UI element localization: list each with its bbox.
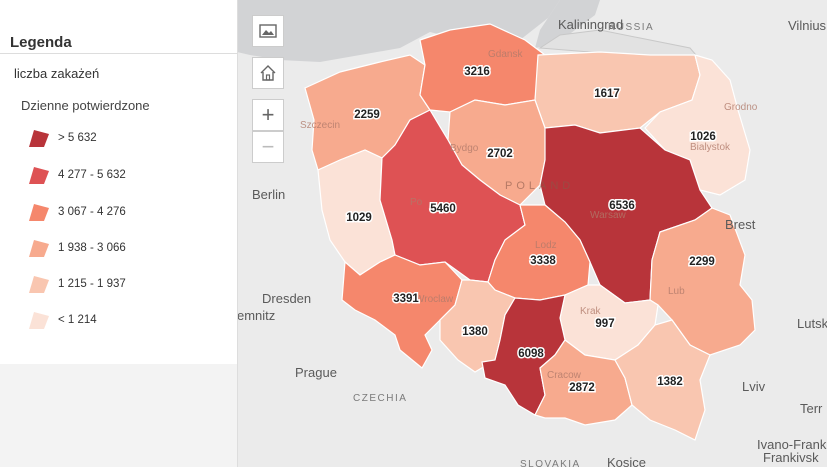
city-label: emnitz (237, 308, 275, 323)
region-value-label: 1029 (346, 212, 372, 224)
legend-class-label: 1 938 - 3 066 (58, 242, 126, 254)
legend-layer-name: liczba zakażeń (14, 66, 100, 81)
home-button[interactable] (252, 57, 284, 89)
legend-class-row: 1 215 - 1 937 (28, 273, 126, 295)
legend-panel: Legenda liczba zakażeń Dzienne potwierdz… (0, 0, 238, 364)
ghost-city-label: Lub (668, 286, 685, 297)
legend-swatch (29, 276, 49, 293)
region-value-label: 2299 (689, 256, 715, 268)
city-label: Kosice (607, 455, 646, 467)
region-value-label: 6098 (518, 348, 544, 360)
city-label: Ivano-Frankivsk (757, 437, 827, 452)
baltic-sea (237, 0, 560, 62)
region-podkarpackie[interactable] (614, 319, 711, 441)
city-label: Prague (295, 365, 337, 380)
region-value-label: 2872 (569, 382, 595, 394)
region-malopolskie[interactable] (534, 339, 633, 426)
region-value-label: 1617 (594, 88, 620, 100)
legend-class-row: < 1 214 (28, 309, 97, 331)
region-dolnoslaskie[interactable] (341, 254, 463, 369)
region-value-label: 1382 (657, 376, 683, 388)
zoom-in-button[interactable]: + (252, 99, 284, 131)
legend-class-row: > 5 632 (28, 127, 97, 149)
ghost-city-label: Cracow (547, 370, 582, 381)
legend-swatch (29, 130, 49, 147)
region-value-label: 997 (595, 318, 614, 330)
legend-class-label: 3 067 - 4 276 (58, 206, 126, 218)
zoom-out-button[interactable]: − (252, 131, 284, 163)
city-label: Brest (725, 217, 756, 232)
legend-class-row: 1 938 - 3 066 (28, 237, 126, 259)
image-icon (259, 24, 277, 38)
region-value-label: 2702 (487, 148, 513, 160)
country-label: SLOVAKIA (520, 459, 581, 467)
ghost-city-label: Krak (580, 306, 602, 317)
legend-swatch (29, 167, 49, 184)
city-label: Dresden (262, 291, 311, 306)
ghost-city-label: Bydgo (450, 143, 479, 154)
country-label: POLAND (505, 180, 574, 192)
city-label: Lutsk (797, 316, 827, 331)
ghost-city-label: Grodno (724, 102, 758, 113)
country-label: RUSSIA (608, 22, 654, 33)
city-label: Vilnius (788, 18, 827, 33)
minus-icon: − (261, 134, 275, 159)
baltic-sea-east (535, 0, 600, 48)
city-label: Lviv (742, 379, 766, 394)
ghost-city-label: Lodz (535, 240, 557, 251)
home-icon (260, 65, 276, 81)
ghost-city-label: Wroclaw (415, 294, 454, 305)
region-value-label: 3216 (464, 66, 490, 78)
legend-class-label: > 5 632 (58, 132, 97, 144)
legend-class-label: < 1 214 (58, 314, 97, 326)
city-label: Kaliningrad (558, 17, 623, 32)
legend-class-row: 4 277 - 5 632 (28, 164, 126, 186)
legend-swatch (29, 204, 49, 221)
legend-divider (0, 53, 237, 54)
legend-field-name: Dzienne potwierdzone (21, 98, 150, 113)
legend-class-label: 4 277 - 5 632 (58, 169, 126, 181)
region-value-label: 1380 (462, 326, 488, 338)
region-value-label: 5460 (430, 203, 456, 215)
region-value-label: 1026 (690, 131, 716, 143)
country-label: CZECHIA (353, 393, 407, 404)
legend-swatch (29, 312, 49, 329)
legend-title: Legenda (10, 34, 72, 51)
plus-icon: + (261, 102, 275, 127)
ghost-city-label: Gdansk (488, 49, 523, 60)
ghost-city-label: Po (410, 197, 423, 208)
ghost-city-label: Bialystok (690, 142, 731, 153)
basemap-toggle-button[interactable] (252, 15, 284, 47)
region-value-label: 3338 (530, 255, 556, 267)
legend-swatch (29, 240, 49, 257)
region-value-label: 3391 (393, 293, 419, 305)
city-label: Frankivsk (763, 450, 819, 465)
ghost-city-label: Szczecin (300, 120, 340, 131)
legend-class-label: 1 215 - 1 937 (58, 278, 126, 290)
region-value-label: 6536 (609, 200, 635, 212)
legend-class-row: 3 067 - 4 276 (28, 201, 126, 223)
city-label: Berlin (252, 187, 285, 202)
ghost-city-label: Warsaw (590, 210, 627, 221)
legend-panel-footer (0, 364, 238, 467)
region-value-label: 2259 (354, 109, 380, 121)
city-label: Terr (800, 401, 823, 416)
